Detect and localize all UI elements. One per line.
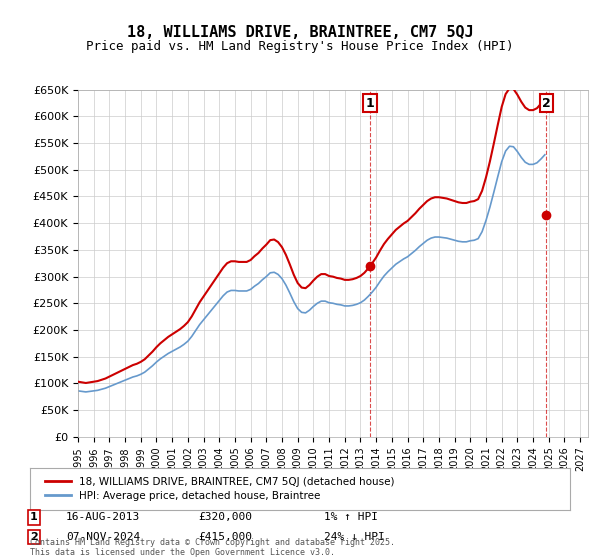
Text: Price paid vs. HM Land Registry's House Price Index (HPI): Price paid vs. HM Land Registry's House …	[86, 40, 514, 53]
Text: 2: 2	[30, 532, 38, 542]
Text: 18, WILLIAMS DRIVE, BRAINTREE, CM7 5QJ: 18, WILLIAMS DRIVE, BRAINTREE, CM7 5QJ	[127, 25, 473, 40]
Text: £415,000: £415,000	[198, 532, 252, 542]
Text: 16-AUG-2013: 16-AUG-2013	[66, 512, 140, 522]
Text: 1% ↑ HPI: 1% ↑ HPI	[324, 512, 378, 522]
Text: Contains HM Land Registry data © Crown copyright and database right 2025.
This d: Contains HM Land Registry data © Crown c…	[30, 538, 395, 557]
Text: £320,000: £320,000	[198, 512, 252, 522]
Legend: 18, WILLIAMS DRIVE, BRAINTREE, CM7 5QJ (detached house), HPI: Average price, det: 18, WILLIAMS DRIVE, BRAINTREE, CM7 5QJ (…	[41, 472, 399, 505]
Text: 1: 1	[366, 96, 374, 110]
Text: 07-NOV-2024: 07-NOV-2024	[66, 532, 140, 542]
Text: 24% ↓ HPI: 24% ↓ HPI	[324, 532, 385, 542]
Text: 2: 2	[542, 96, 551, 110]
Text: 1: 1	[30, 512, 38, 522]
